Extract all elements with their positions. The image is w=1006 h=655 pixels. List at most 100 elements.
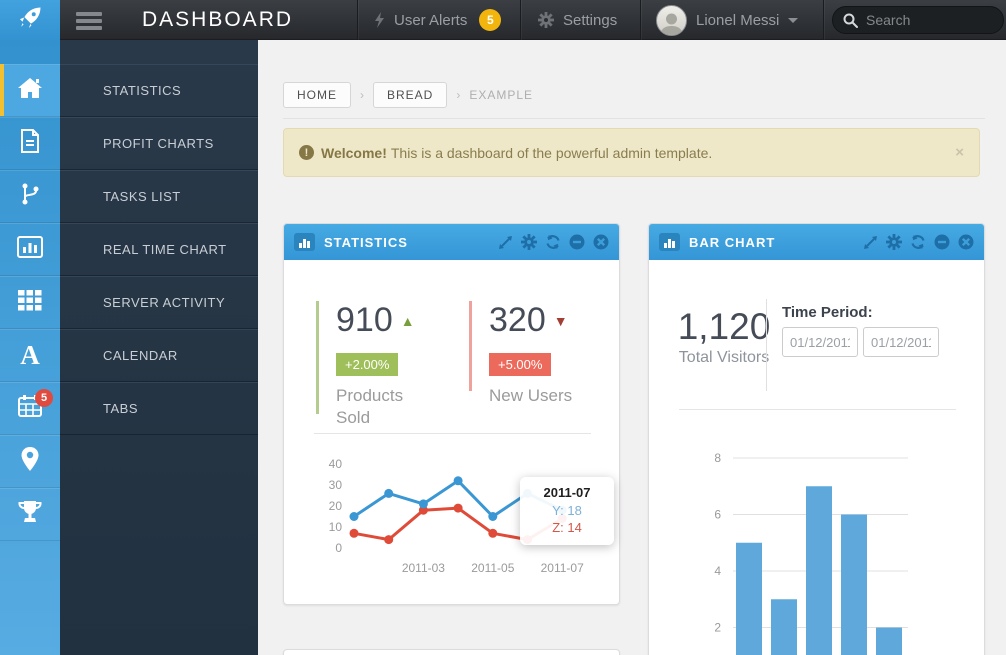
time-period-label: Time Period: <box>782 304 873 321</box>
lightning-bolt-icon <box>374 12 385 28</box>
vertical-divider <box>766 299 767 391</box>
stat-label: Products Sold <box>336 386 404 428</box>
date-to-input[interactable] <box>863 327 939 357</box>
topbar-divider <box>357 0 358 40</box>
sidebar-item-charts[interactable] <box>0 223 60 276</box>
breadcrumb-current: EXAMPLE <box>469 88 534 102</box>
y-tick-label: 40 <box>329 457 343 471</box>
data-point <box>384 535 394 545</box>
x-tick-label: 2011-05 <box>471 561 514 575</box>
close-circle-icon[interactable] <box>593 234 609 250</box>
x-tick-label: 2011-03 <box>402 561 445 575</box>
breadcrumb: HOME › BREAD › EXAMPLE <box>283 82 533 108</box>
expand-icon[interactable] <box>863 235 878 250</box>
refresh-icon[interactable] <box>910 234 926 250</box>
refresh-icon[interactable] <box>545 234 561 250</box>
gear-icon <box>538 12 554 28</box>
sidebar-item-home[interactable] <box>0 64 60 117</box>
content-divider <box>283 118 985 119</box>
y-tick-label: 2 <box>714 621 721 635</box>
panel-chart-icon <box>294 233 315 251</box>
breadcrumb-home[interactable]: HOME <box>283 82 351 108</box>
user-alerts-label: User Alerts <box>394 11 468 29</box>
nav-item-statistics[interactable]: STATISTICS <box>60 64 258 117</box>
close-circle-icon[interactable] <box>958 234 974 250</box>
y-tick-label: 4 <box>714 564 721 578</box>
icon-sidebar: A 5 <box>0 40 60 655</box>
alert-close-icon[interactable]: × <box>955 144 964 161</box>
sidebar-item-calendar[interactable]: 5 <box>0 382 60 435</box>
data-point <box>349 512 359 521</box>
bar-chart-panel-header: BAR CHART <box>649 224 984 260</box>
sidebar-item-code-branch[interactable] <box>0 170 60 223</box>
panel-divider <box>314 433 591 434</box>
y-tick-label: 8 <box>714 451 721 465</box>
nav-item-server-activity[interactable]: SERVER ACTIVITY <box>60 276 258 329</box>
statistics-panel-header: STATISTICS <box>284 224 619 260</box>
rocket-icon <box>16 4 44 37</box>
welcome-alert: ! Welcome! This is a dashboard of the po… <box>283 128 980 177</box>
stat-label: New Users <box>489 386 573 405</box>
code-branch-icon <box>19 182 41 211</box>
font-icon: A <box>20 339 40 370</box>
gear-icon[interactable] <box>886 234 902 250</box>
panel-divider <box>679 409 956 410</box>
y-tick-label: 0 <box>335 541 342 555</box>
sidebar-item-typography[interactable]: A <box>0 329 60 382</box>
panel-chart-icon <box>659 233 680 251</box>
data-point <box>349 528 359 538</box>
minus-circle-icon[interactable] <box>569 234 585 250</box>
date-from-input[interactable] <box>782 327 858 357</box>
sidebar-item-trophy[interactable] <box>0 488 60 541</box>
bar <box>876 627 902 655</box>
bar-chart: 8 6 4 2 <box>714 451 908 655</box>
alert-title: Welcome! <box>321 144 387 161</box>
hamburger-menu-icon[interactable] <box>76 12 102 33</box>
bar <box>841 514 867 655</box>
sidebar-item-documents[interactable] <box>0 117 60 170</box>
user-menu[interactable]: Lionel Messi <box>656 0 799 40</box>
chart-tooltip: 2011-07 Y: 18 Z: 14 <box>520 477 614 545</box>
settings-button[interactable]: Settings <box>538 0 617 40</box>
breadcrumb-separator: › <box>456 88 461 102</box>
page-title: DASHBOARD <box>142 8 294 31</box>
topbar-divider <box>640 0 641 40</box>
breadcrumb-bread[interactable]: BREAD <box>373 82 448 108</box>
search-icon <box>843 13 858 28</box>
stat-accent-bar <box>316 301 319 414</box>
data-point <box>418 499 428 509</box>
stat-change-badge: +5.00% <box>489 353 552 376</box>
total-visitors-value: 1,120 <box>677 306 771 347</box>
data-point <box>488 528 498 538</box>
data-point <box>418 505 428 515</box>
calendar-count-badge: 5 <box>35 389 53 407</box>
nav-item-profit-charts[interactable]: PROFIT CHARTS <box>60 117 258 170</box>
nav-item-tasks-list[interactable]: TASKS LIST <box>60 170 258 223</box>
sidebar-item-locations[interactable] <box>0 435 60 488</box>
sidebar-item-grid[interactable] <box>0 276 60 329</box>
nav-item-real-time-chart[interactable]: REAL TIME CHART <box>60 223 258 276</box>
expand-icon[interactable] <box>498 235 513 250</box>
bar <box>771 599 797 655</box>
nav-item-tabs[interactable]: TABS <box>60 382 258 435</box>
minus-circle-icon[interactable] <box>934 234 950 250</box>
total-visitors-label: Total Visitors <box>678 349 770 366</box>
alerts-count-badge: 5 <box>479 9 502 31</box>
gear-icon[interactable] <box>521 234 537 250</box>
grid-icon <box>18 289 42 316</box>
y-tick-label: 6 <box>714 508 721 522</box>
tooltip-title: 2011-07 <box>543 485 591 500</box>
logo[interactable] <box>0 0 60 40</box>
main-content: HOME › BREAD › EXAMPLE ! Welcome! This i… <box>258 40 1006 655</box>
search-input[interactable] <box>866 12 986 28</box>
avatar <box>656 4 687 36</box>
arrow-up-icon: ▲ <box>400 312 415 329</box>
y-tick-label: 30 <box>329 478 343 492</box>
alert-message: This is a dashboard of the powerful admi… <box>390 144 713 161</box>
bar-chart-panel: BAR CHART <box>648 223 985 655</box>
trophy-icon <box>17 500 43 529</box>
user-alerts-button[interactable]: User Alerts 5 <box>374 0 502 40</box>
nav-item-calendar[interactable]: CALENDAR <box>60 329 258 382</box>
tooltip-y-value: Y: 18 <box>552 503 582 518</box>
nav-sidebar: STATISTICS PROFIT CHARTS TASKS LIST REAL… <box>60 40 258 655</box>
